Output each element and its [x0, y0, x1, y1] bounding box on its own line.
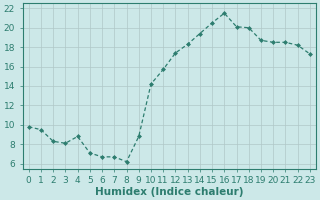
X-axis label: Humidex (Indice chaleur): Humidex (Indice chaleur) — [95, 187, 244, 197]
